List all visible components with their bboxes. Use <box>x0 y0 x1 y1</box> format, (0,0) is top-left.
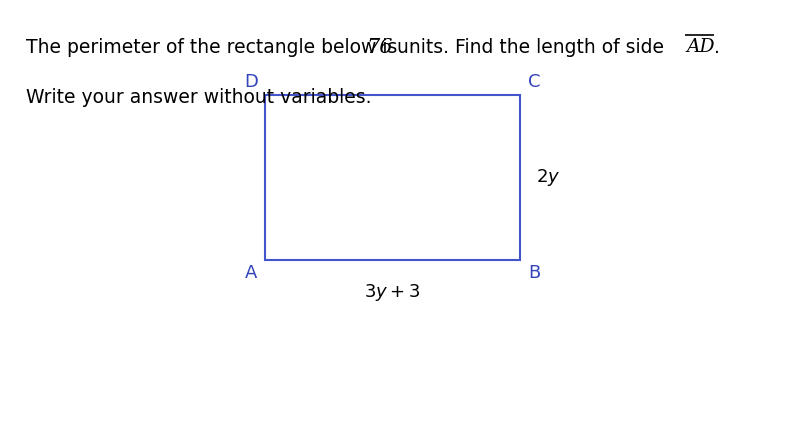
Text: The perimeter of the rectangle below is: The perimeter of the rectangle below is <box>26 38 403 57</box>
Text: A: A <box>245 264 257 282</box>
Text: C: C <box>528 73 540 91</box>
Text: .: . <box>714 38 720 57</box>
Bar <box>265 95 520 260</box>
Text: units. Find the length of side: units. Find the length of side <box>391 38 670 57</box>
Text: AD: AD <box>686 38 714 56</box>
Text: 76: 76 <box>366 38 393 57</box>
Text: B: B <box>528 264 540 282</box>
Text: D: D <box>244 73 258 91</box>
Text: Write your answer without variables.: Write your answer without variables. <box>26 88 371 107</box>
Text: $2y$: $2y$ <box>536 167 560 188</box>
Text: $3y + 3$: $3y + 3$ <box>364 282 421 303</box>
